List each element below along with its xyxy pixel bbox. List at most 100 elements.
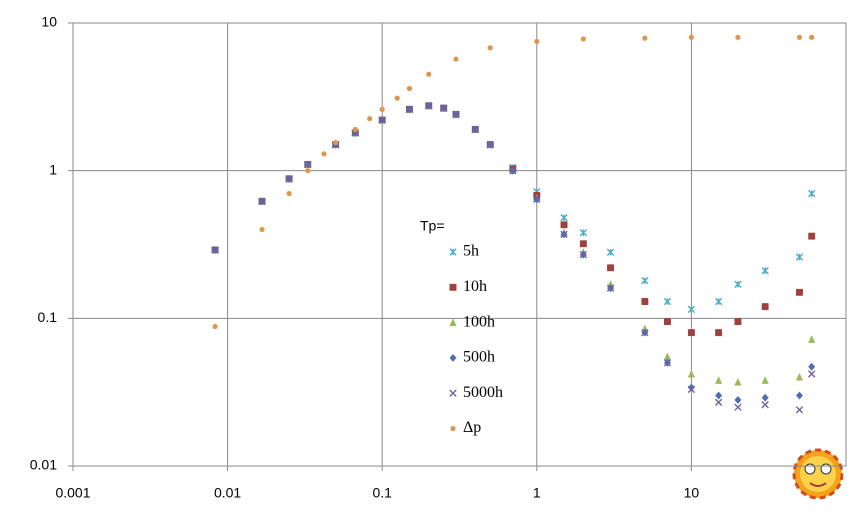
point (641, 328, 649, 337)
point (761, 393, 769, 402)
point (715, 391, 723, 400)
point (715, 376, 723, 384)
point (687, 383, 695, 392)
point (607, 264, 615, 272)
point (259, 226, 265, 233)
point (687, 305, 696, 314)
point (580, 36, 586, 42)
point (509, 166, 517, 175)
point (795, 406, 804, 414)
point (687, 385, 696, 394)
legend-marker (449, 318, 457, 327)
point (304, 160, 312, 169)
legend-label: 10h (463, 278, 487, 295)
point (734, 318, 742, 326)
point (761, 267, 769, 275)
point (406, 85, 413, 92)
point (663, 297, 672, 306)
point (808, 335, 816, 343)
point (352, 126, 358, 133)
point (734, 280, 742, 288)
x-tick-label: 0.1 (372, 485, 392, 501)
point (735, 34, 741, 40)
y-tick-label: 10 (41, 14, 57, 30)
point (321, 151, 327, 157)
point (211, 246, 219, 254)
legend-marker (449, 389, 457, 397)
point (641, 298, 649, 305)
point (534, 38, 540, 45)
point (333, 139, 339, 146)
point (579, 229, 588, 237)
plot-border (72, 22, 847, 467)
point (452, 110, 460, 119)
point (367, 116, 373, 122)
legend-label: 5h (463, 243, 479, 260)
point (378, 116, 386, 124)
point (471, 125, 479, 134)
point (560, 230, 568, 239)
x-tick-label: 0.001 (55, 485, 90, 501)
point (687, 329, 695, 337)
legend-label: Δp (463, 419, 481, 436)
point (761, 376, 769, 384)
x-tick-label: 1 (533, 485, 541, 501)
point (663, 359, 672, 367)
point (734, 377, 742, 386)
point (641, 276, 649, 285)
point (795, 391, 803, 400)
point (808, 189, 816, 198)
point (734, 403, 742, 411)
point (808, 370, 816, 378)
point (579, 250, 588, 259)
point (808, 232, 816, 240)
point (486, 140, 494, 149)
point (606, 248, 615, 256)
point (258, 197, 266, 206)
point (286, 190, 292, 197)
x-tick-label: 0.01 (214, 485, 241, 501)
point (212, 323, 218, 330)
point (426, 71, 432, 77)
point (579, 240, 587, 248)
point (453, 56, 459, 62)
legend-label: 5000h (463, 384, 503, 401)
point (394, 95, 400, 101)
point (795, 372, 804, 381)
point (405, 105, 414, 114)
point (606, 284, 615, 292)
legend-marker (449, 283, 457, 291)
point (560, 214, 568, 222)
point (560, 221, 568, 229)
point (734, 395, 742, 405)
point (642, 35, 648, 41)
legend-label: 100h (463, 313, 495, 330)
point (715, 329, 723, 337)
legend-label: 500h (463, 349, 495, 366)
point (379, 106, 385, 112)
sun-icon (792, 448, 844, 500)
legend-marker (449, 353, 457, 362)
point (796, 34, 803, 40)
point (425, 102, 433, 110)
point (440, 104, 448, 112)
point (714, 398, 723, 406)
y-tick-label: 0.01 (30, 457, 57, 473)
point (761, 401, 769, 409)
legend-marker (449, 248, 457, 256)
point (761, 303, 769, 311)
point (796, 288, 803, 296)
legend-title: Tp= (420, 218, 445, 234)
point (687, 369, 695, 378)
x-tick-label: 10 (684, 485, 700, 501)
y-tick-label: 1 (49, 161, 57, 177)
point (533, 195, 541, 203)
point (714, 297, 723, 306)
point (688, 34, 695, 40)
legend-marker (450, 425, 456, 432)
point (808, 362, 816, 371)
point (487, 45, 493, 51)
point (795, 253, 804, 261)
